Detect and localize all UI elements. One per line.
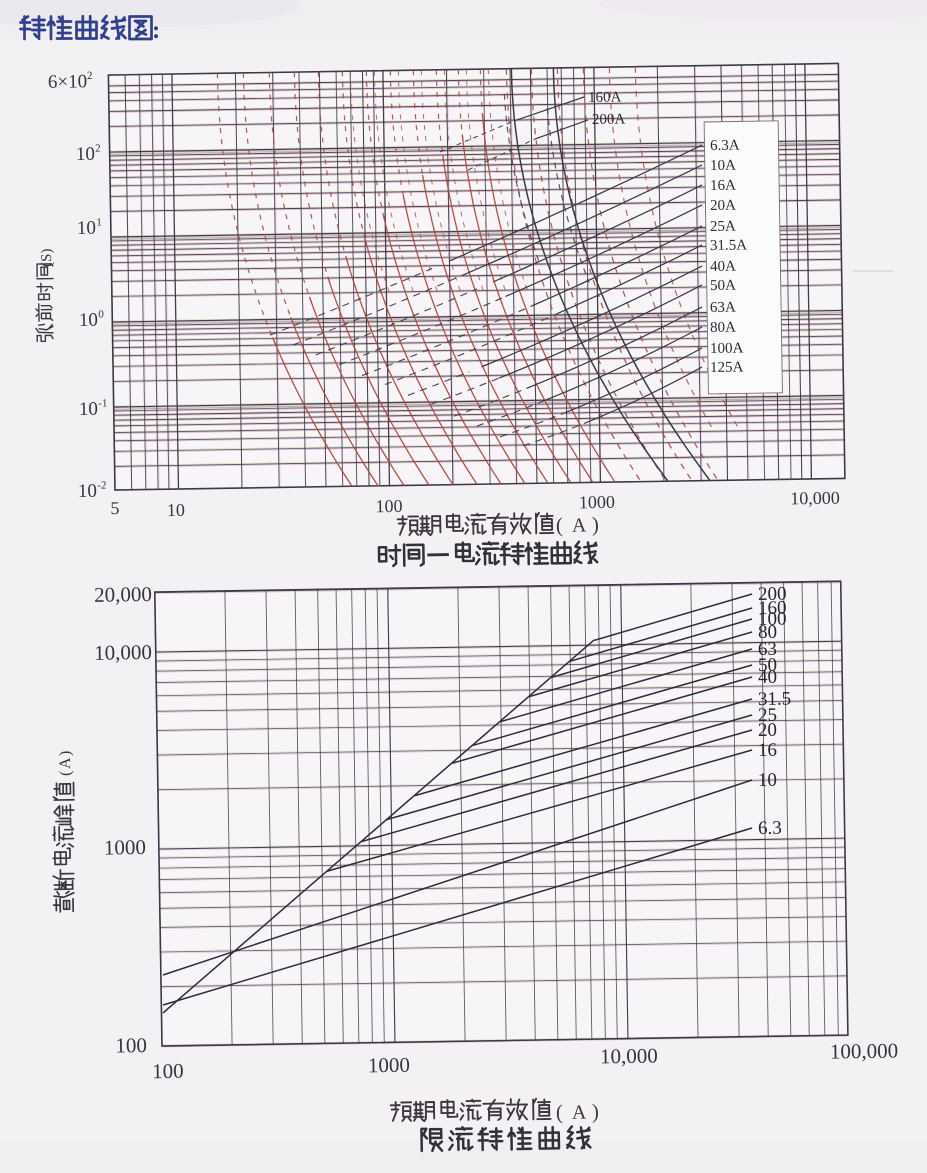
svg-text:10: 10 [78,481,97,502]
svg-text:1000: 1000 [368,1053,410,1078]
svg-text:): ) [592,1099,599,1123]
svg-text:100: 100 [115,1033,147,1057]
svg-text:A: A [572,1102,587,1124]
svg-text:100: 100 [758,609,787,630]
svg-text:2: 2 [87,70,93,82]
svg-text:10,000: 10,000 [600,1044,658,1069]
svg-text:2: 2 [95,143,101,155]
svg-text:10: 10 [758,770,777,791]
svg-text:1000: 1000 [104,835,146,860]
svg-text:50A: 50A [710,278,736,294]
svg-text:20A: 20A [710,198,736,214]
svg-text:25A: 25A [710,219,736,235]
svg-text:160: 160 [758,598,787,619]
svg-text:(S): (S) [39,248,55,267]
svg-text:160A: 160A [588,89,622,106]
svg-text:-1: -1 [98,398,107,410]
svg-text:(: ( [556,513,563,537]
svg-text:6×10: 6×10 [48,71,88,93]
svg-text:40: 40 [758,667,777,688]
svg-text:10: 10 [76,144,95,165]
svg-text:20: 20 [758,720,777,741]
svg-text:31.5A: 31.5A [710,237,747,254]
svg-text:125A: 125A [710,360,744,377]
svg-text:200: 200 [758,584,787,605]
svg-text:20,000: 20,000 [94,582,152,607]
svg-text:1000: 1000 [579,492,615,513]
svg-text:5: 5 [110,498,119,518]
svg-text:-2: -2 [97,480,106,492]
svg-text:40A: 40A [710,259,736,275]
svg-text:10: 10 [79,399,98,420]
svg-text:0: 0 [98,309,104,321]
svg-text:(: ( [556,1100,563,1124]
svg-text:6.3A: 6.3A [710,138,740,154]
svg-text:50: 50 [758,655,777,676]
svg-text:(A): (A) [57,749,74,776]
svg-text:10,000: 10,000 [790,488,840,509]
svg-text:25: 25 [758,705,777,726]
svg-text:100,000: 100,000 [830,1039,899,1064]
svg-text:A: A [572,515,587,537]
svg-text::: : [152,17,160,44]
svg-text:16A: 16A [710,178,736,194]
svg-text:63: 63 [758,639,777,660]
svg-text:1: 1 [96,217,102,229]
svg-text:100: 100 [152,1059,184,1083]
svg-text:80: 80 [758,622,777,643]
svg-text:31.5: 31.5 [758,688,792,710]
svg-text:16: 16 [758,740,777,761]
svg-text:100A: 100A [710,341,744,358]
svg-text:100: 100 [375,496,402,516]
svg-text:10,000: 10,000 [94,640,152,665]
svg-text:200A: 200A [592,111,626,128]
svg-text:63A: 63A [710,300,736,316]
svg-text:10: 10 [79,310,98,331]
svg-text:10: 10 [167,500,185,520]
svg-text:6.3: 6.3 [758,818,782,839]
svg-text:): ) [592,512,599,536]
svg-text:10A: 10A [710,158,736,174]
svg-text:80A: 80A [710,320,736,336]
svg-text:10: 10 [77,218,96,239]
